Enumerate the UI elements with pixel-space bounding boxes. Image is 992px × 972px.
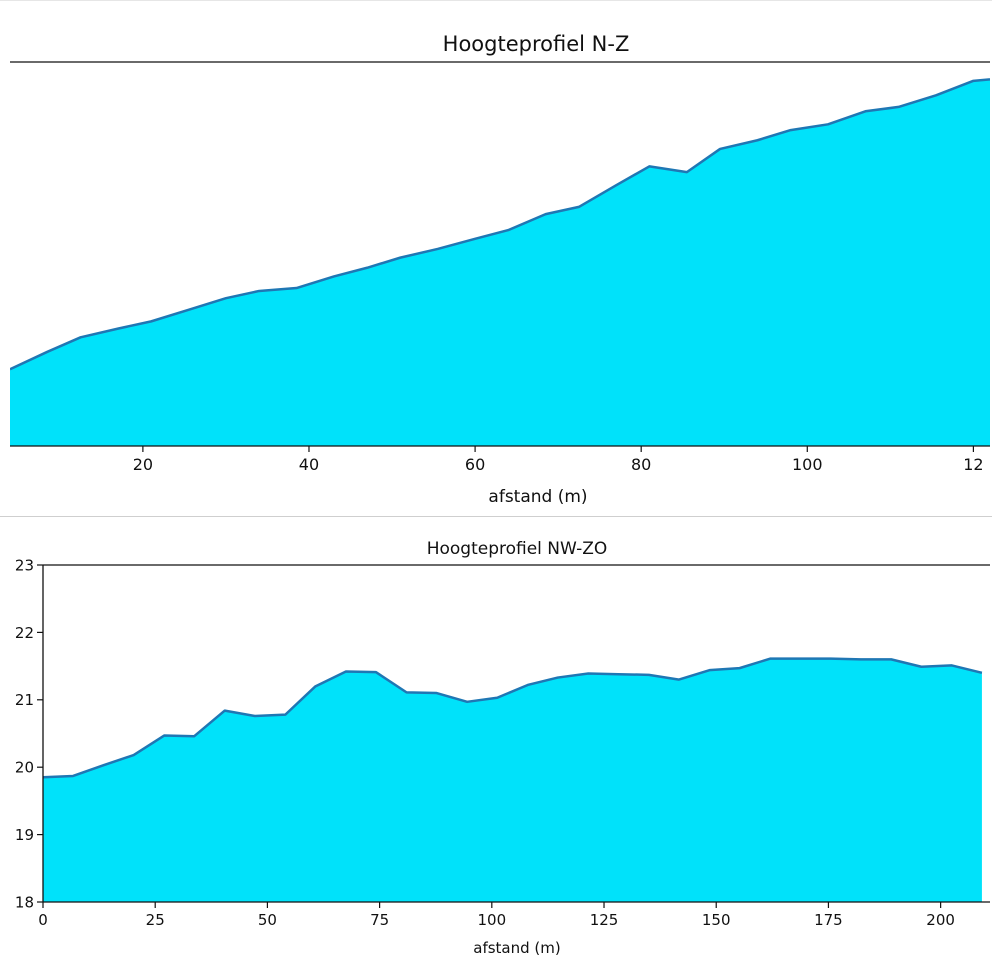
- elevation-area: [43, 659, 982, 902]
- x-tick-label: 200: [926, 911, 955, 929]
- chart-panel-northwest-southeast: Hoogteprofiel NW-ZO afstand (m) 0 25 50 75 1…: [0, 516, 992, 972]
- y-tick-label: 19: [15, 826, 34, 844]
- elevation-chart-north-south: Hoogteprofiel N-Z afstand (m) 20 40 60 80 10…: [0, 1, 992, 517]
- x-tick-label: 40: [299, 455, 319, 474]
- chart-panel-north-south: Hoogteprofiel N-Z afstand (m) 20 40 60 80 10…: [0, 0, 992, 517]
- chart-title: Hoogteprofiel NW-ZO: [427, 539, 608, 559]
- x-tick-label: 75: [370, 911, 389, 929]
- x-axis-label: afstand (m): [488, 487, 587, 507]
- x-tick-label: 100: [477, 911, 506, 929]
- x-tick-label: 80: [631, 455, 651, 474]
- x-axis-label: afstand (m): [473, 939, 560, 957]
- x-tick-label: 100: [792, 455, 823, 474]
- plot-area: [10, 79, 990, 446]
- elevation-chart-northwest-southeast: Hoogteprofiel NW-ZO afstand (m) 0 25 50 75 1…: [0, 517, 992, 972]
- x-tick-label: 0: [38, 911, 48, 929]
- x-tick-label: 150: [702, 911, 731, 929]
- y-tick-label: 21: [15, 691, 34, 709]
- chart-title: Hoogteprofiel N-Z: [443, 32, 630, 56]
- x-tick-label: 175: [814, 911, 843, 929]
- x-tick-label: 20: [133, 455, 153, 474]
- x-tick-label: 25: [146, 911, 165, 929]
- x-tick-label: 125: [590, 911, 619, 929]
- x-tick-label: 60: [465, 455, 485, 474]
- y-tick-label: 22: [15, 624, 34, 642]
- y-tick-label: 20: [15, 759, 34, 777]
- y-tick-label: 18: [15, 893, 34, 911]
- x-tick-label: 12: [963, 455, 983, 474]
- plot-area: [43, 659, 982, 902]
- elevation-area: [10, 79, 990, 446]
- y-tick-label: 23: [15, 556, 34, 574]
- x-tick-label: 50: [258, 911, 277, 929]
